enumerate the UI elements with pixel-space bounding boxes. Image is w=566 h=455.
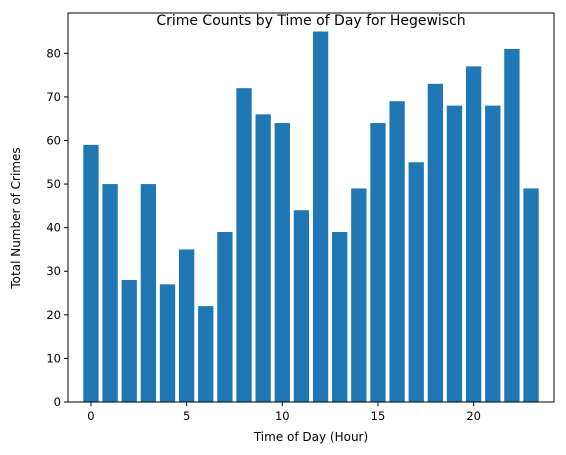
x-tick-label: 0 [87,409,94,423]
plot-frame [67,12,555,403]
bar-hour-15 [370,123,386,402]
bar-hour-22 [504,48,520,403]
bar-hour-8 [236,88,252,402]
y-tick-label: 50 [46,177,61,191]
bar-hour-14 [351,188,367,402]
bar-hour-7 [217,232,233,402]
y-tick-label: 10 [46,351,61,365]
bars [83,31,539,403]
bar-hour-18 [427,83,444,403]
x-tick-label: 15 [371,409,386,423]
bar-hour-11 [293,210,310,402]
bar-hour-6 [198,306,214,402]
x-tick-label: 10 [275,409,290,423]
y-axis-ticks: 0 10 20 30 40 50 60 70 80 [46,46,68,409]
y-tick-label: 40 [46,221,61,235]
bar-hour-21 [485,105,501,402]
y-tick-label: 0 [54,395,61,409]
bar-hour-0 [83,144,99,402]
bar-hour-10 [274,123,290,402]
bar-hour-19 [446,105,463,402]
x-tick-label: 20 [466,409,481,423]
bar-hour-4 [159,284,176,402]
bar-hour-12 [312,31,329,403]
bar-hour-9 [255,114,271,403]
bar-hour-3 [140,184,157,402]
y-axis-label: Total Number of Crimes [9,147,23,289]
x-axis-label: Time of Day (Hour) [253,430,368,444]
bar-hour-13 [332,232,348,402]
bar-hour-20 [465,66,482,403]
y-tick-label: 80 [46,46,61,60]
y-tick-label: 20 [46,308,61,322]
bar-hour-16 [389,101,405,403]
y-tick-label: 70 [46,90,61,104]
bar-hour-17 [408,162,424,402]
x-axis-ticks: 0 5 10 15 20 [87,402,481,423]
x-tick-label: 5 [183,409,190,423]
bar-hour-5 [178,249,195,402]
bar-hour-2 [121,279,137,402]
y-tick-label: 60 [46,133,61,147]
bar-hour-23 [523,188,539,402]
chart-title: Crime Counts by Time of Day for Hegewisc… [156,13,465,29]
bar-hour-1 [102,184,118,402]
y-tick-label: 30 [46,264,61,278]
